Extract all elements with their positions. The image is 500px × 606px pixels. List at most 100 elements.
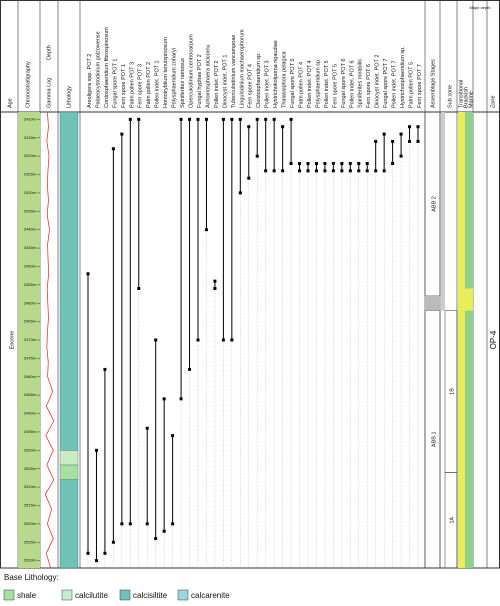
taxon-name: Pollen indet. POT 5: [324, 60, 330, 108]
range-top: [298, 161, 302, 165]
range-top: [314, 161, 318, 165]
range-bottom: [365, 169, 369, 173]
taxon-name: Fern spore POT 4: [248, 64, 254, 108]
legend-swatch: [177, 589, 189, 601]
range-bottom: [111, 540, 115, 544]
depth-label: 2420m: [24, 153, 37, 158]
range-top: [306, 161, 310, 165]
range-bottom: [272, 169, 276, 173]
taxon-name: Palm pollen POT 5: [408, 62, 414, 108]
subzone-label: 1B: [449, 388, 455, 395]
range-top: [348, 161, 352, 165]
range-top: [281, 125, 285, 129]
taxon-name: Spiniferites ramosus: [180, 58, 186, 108]
zone-label: ABB 2: [431, 196, 437, 212]
taxon-name: Homotryblium tenuispinosum: [163, 37, 169, 108]
subzone-label: 1A: [449, 517, 455, 524]
range-top: [289, 117, 293, 121]
lithology-interval: [59, 464, 79, 480]
range-top: [230, 117, 234, 121]
lithology-interval: [59, 450, 79, 466]
range-top: [408, 125, 412, 129]
depth-label: 2510m: [24, 484, 37, 489]
taxon-name: Fern spore POT 7: [417, 64, 423, 108]
range-top: [154, 338, 158, 342]
depth-label: 2410m: [24, 116, 37, 121]
taxon-name: Fungal hyphae POT 2: [197, 54, 203, 108]
depth-label: 2430m: [24, 190, 37, 195]
range-top: [94, 448, 98, 452]
taxon-name: Polysphaeridium sp.: [315, 58, 321, 108]
range-bottom: [145, 522, 149, 526]
env-marine: [465, 112, 473, 289]
range-bottom: [298, 169, 302, 173]
gamma-header: Gamma Log: [46, 78, 52, 108]
depth-label: 2490m: [24, 411, 37, 416]
depth-label: 2465m: [24, 319, 37, 324]
zone-gap: [425, 295, 440, 311]
depth-label: 2455m: [24, 282, 37, 287]
depth-label: 2515m: [24, 503, 37, 508]
range-top: [391, 139, 395, 143]
range-bottom: [314, 169, 318, 173]
range-bottom: [162, 529, 166, 533]
taxon-name: Palm pollen POT 2: [146, 62, 152, 108]
range-bottom: [281, 169, 285, 173]
age-header: Age: [7, 98, 13, 108]
depth-label: 2470m: [24, 337, 37, 342]
subzone-header: Sub zone: [447, 85, 453, 108]
range-top: [204, 117, 208, 121]
range-top: [111, 147, 115, 151]
range-top: [86, 272, 90, 276]
chrono-unit: Eocene: [9, 331, 15, 350]
zone-col-label: OP-4: [489, 330, 498, 349]
range-bottom: [86, 551, 90, 555]
chrono-header: Chronostratigraphy: [25, 61, 31, 108]
range-top: [162, 397, 166, 401]
range-top: [128, 117, 132, 121]
env-label: Brackish: [463, 87, 469, 108]
range-top: [145, 426, 149, 430]
env-header: Major depth: [469, 5, 490, 10]
range-top: [137, 117, 141, 121]
depth-label: 2445m: [24, 245, 37, 250]
range-top: [382, 132, 386, 136]
depth-label: 2460m: [24, 300, 37, 305]
range-bottom: [247, 176, 251, 180]
taxon-name: Palaeocystodinium golzowense: [95, 31, 101, 108]
range-bottom: [391, 161, 395, 165]
range-bottom: [331, 169, 335, 173]
range-bottom: [128, 522, 132, 526]
taxon-name: Cordosphaeridium fibrospinosum: [104, 27, 110, 108]
gamma-log: [44, 111, 55, 569]
depth-label: 2525m: [24, 539, 37, 544]
subzone-box: [444, 472, 458, 569]
taxon-name: Achomosphaera alcicornu: [205, 44, 211, 108]
range-bottom: [120, 522, 124, 526]
taxon-name: Fungal spore POT 6: [341, 59, 347, 108]
env-label: Marine: [468, 91, 474, 108]
range-bottom: [408, 139, 412, 143]
legend-label: shale: [17, 591, 37, 600]
range-bottom: [188, 367, 192, 371]
range-bottom: [238, 191, 242, 195]
taxon-name: Pollen indet. POT 1: [155, 60, 161, 108]
range-top: [365, 161, 369, 165]
zone-header: Assemblage Stages: [430, 59, 436, 108]
range-bottom: [323, 169, 327, 173]
taxon-name: Spiniferites mirabilis: [358, 59, 364, 108]
range-bottom: [196, 338, 200, 342]
range-bottom: [348, 169, 352, 173]
depth-label: 2435m: [24, 208, 37, 213]
env-marine-low: [465, 310, 473, 568]
lithology-interval: [59, 111, 79, 451]
range-bottom: [171, 522, 175, 526]
depth-label: 2520m: [24, 521, 37, 526]
legend-label: calcarenite: [191, 591, 230, 600]
legend-swatch: [61, 589, 73, 601]
taxon-name: Fern spore POT 1: [121, 64, 127, 108]
range-bottom: [399, 154, 403, 158]
depth-label: 2425m: [24, 172, 37, 177]
range-top: [221, 117, 225, 121]
range-bottom: [230, 338, 234, 342]
